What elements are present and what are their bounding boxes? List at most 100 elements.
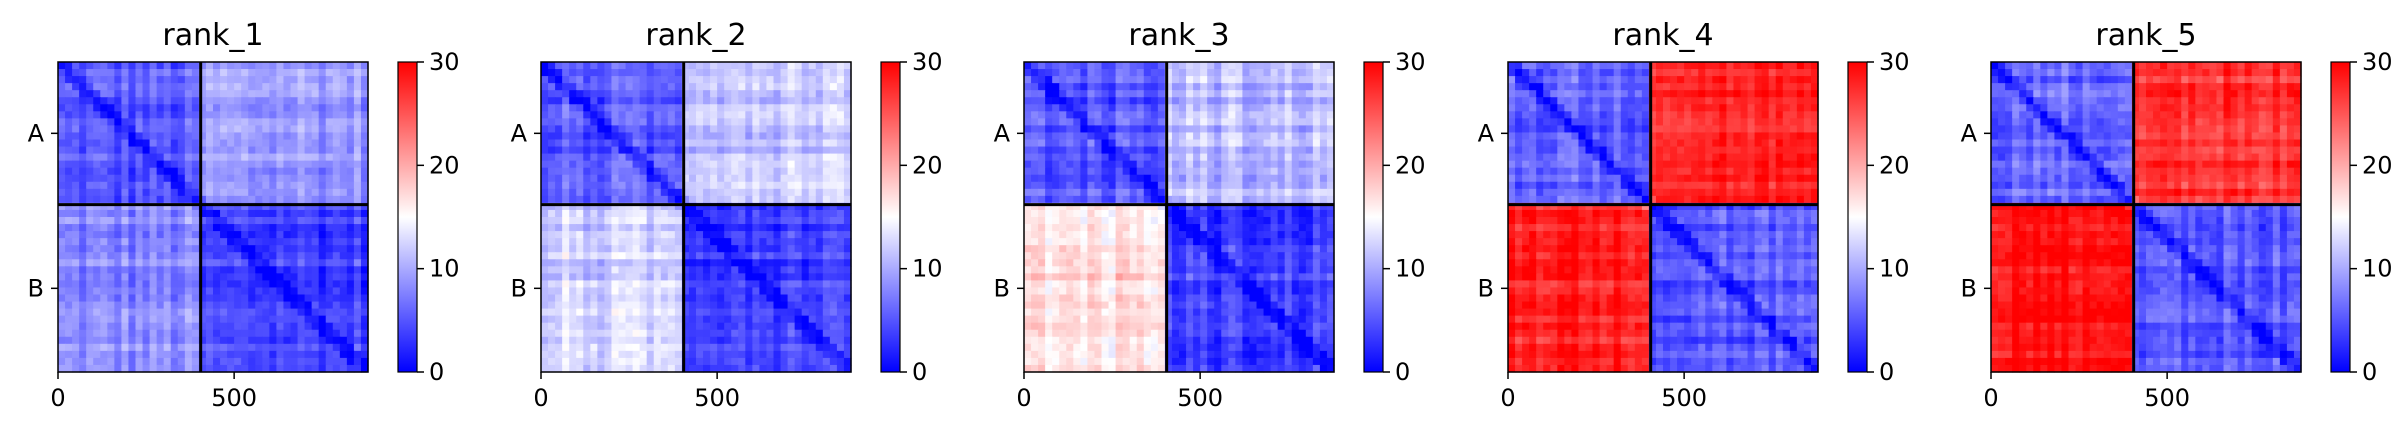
heatmap-cell — [297, 125, 306, 134]
heatmap-cell — [107, 125, 115, 134]
heatmap-cell — [653, 336, 662, 345]
heatmap-cell — [93, 224, 101, 232]
heatmap-cell — [100, 62, 108, 70]
heatmap-cell — [86, 287, 94, 296]
heatmap-cell — [822, 146, 831, 155]
heatmap-cell — [304, 322, 313, 331]
heatmap-cell — [1263, 104, 1272, 112]
x-tick-label: 0 — [50, 384, 65, 412]
heatmap-cell — [241, 322, 249, 331]
heatmap-cell — [1200, 125, 1208, 134]
heatmap-cell — [766, 83, 775, 91]
heatmap-cell — [1312, 90, 1321, 98]
heatmap-cell — [255, 259, 263, 267]
heatmap-cell — [653, 195, 662, 204]
heatmap-cell — [346, 217, 355, 225]
heatmap-cell — [583, 181, 591, 190]
heatmap-cell — [1193, 174, 1201, 183]
heatmap-cell — [234, 238, 242, 246]
heatmap-cell — [822, 350, 831, 359]
heatmap-cell — [1319, 76, 1328, 84]
heatmap-cell — [1263, 118, 1272, 127]
heatmap-cell — [170, 97, 179, 105]
heatmap-cell — [114, 160, 123, 169]
heatmap-cell — [184, 259, 193, 267]
heatmap-cell — [346, 209, 355, 218]
heatmap-cell — [121, 329, 130, 338]
heatmap-cell — [304, 160, 313, 169]
heatmap-cell — [1193, 69, 1201, 77]
heatmap-cell — [801, 174, 810, 183]
heatmap-cell — [717, 308, 725, 317]
heatmap-cell — [311, 195, 320, 204]
heatmap-cell — [114, 90, 123, 98]
heatmap-cell — [1270, 132, 1279, 141]
heatmap-cell — [639, 153, 648, 162]
heatmap-cell — [1249, 153, 1258, 162]
heatmap-cell — [220, 195, 228, 204]
heatmap-cell — [731, 195, 739, 204]
heatmap-cell — [262, 188, 270, 197]
heatmap-cell — [548, 301, 556, 310]
heatmap-cell — [1164, 224, 1173, 232]
heatmap-cell — [339, 195, 348, 204]
heatmap-cell — [177, 146, 186, 155]
heatmap-cell — [332, 301, 341, 310]
heatmap-cell — [724, 308, 732, 317]
heatmap-cell — [801, 146, 810, 155]
heatmap-cell — [688, 195, 697, 204]
heatmap-cell — [304, 252, 313, 260]
heatmap-cell — [1143, 125, 1152, 134]
heatmap-cell — [1073, 76, 1081, 84]
heatmap-cell — [304, 76, 313, 84]
heatmap-cell — [1263, 188, 1272, 197]
heatmap-cell — [555, 287, 563, 296]
heatmap-cell — [696, 160, 704, 169]
heatmap-cell — [121, 238, 130, 246]
heatmap-cell — [170, 90, 179, 98]
heatmap-cell — [731, 294, 739, 303]
heatmap-cell — [121, 167, 130, 176]
heatmap-cell — [815, 364, 824, 373]
heatmap-cell — [135, 153, 144, 162]
heatmap-cell — [269, 139, 278, 148]
heatmap-cell — [1214, 188, 1222, 197]
heatmap-cell — [100, 202, 108, 211]
heatmap-cell — [304, 139, 313, 148]
heatmap-cell — [1186, 209, 1194, 218]
heatmap-cell — [142, 357, 151, 366]
heatmap-cell — [1235, 83, 1244, 91]
heatmap-cell — [276, 343, 285, 352]
heatmap-cell — [731, 125, 739, 134]
heatmap-cell — [198, 294, 207, 303]
heatmap-cell — [213, 252, 221, 260]
heatmap-cell — [1207, 160, 1215, 169]
heatmap-cell — [590, 62, 598, 70]
heatmap-cell — [681, 97, 690, 105]
heatmap-cell — [703, 160, 711, 169]
heatmap-cell — [667, 188, 676, 197]
heatmap-cell — [241, 97, 249, 105]
heatmap-cell — [1087, 97, 1096, 105]
heatmap-cell — [738, 153, 746, 162]
heatmap-cell — [780, 273, 789, 282]
heatmap-cell — [332, 104, 341, 112]
heatmap-cell — [325, 202, 334, 211]
heatmap-cell — [1228, 104, 1236, 112]
heatmap-cell — [696, 125, 704, 134]
heatmap-cell — [1143, 188, 1152, 197]
heatmap-cell — [262, 224, 270, 232]
heatmap-cell — [318, 217, 327, 225]
heatmap-cell — [283, 139, 292, 148]
heatmap-cell — [220, 259, 228, 267]
heatmap-cell — [234, 195, 242, 204]
heatmap-cell — [660, 118, 669, 127]
heatmap-cell — [731, 364, 739, 373]
heatmap-cell — [1312, 97, 1321, 105]
heatmap-cell — [632, 132, 641, 141]
heatmap-cell — [639, 280, 648, 289]
heatmap-cell — [766, 104, 775, 112]
heatmap-cell — [548, 322, 556, 331]
heatmap-cell — [822, 364, 831, 373]
heatmap-cell — [583, 294, 591, 303]
